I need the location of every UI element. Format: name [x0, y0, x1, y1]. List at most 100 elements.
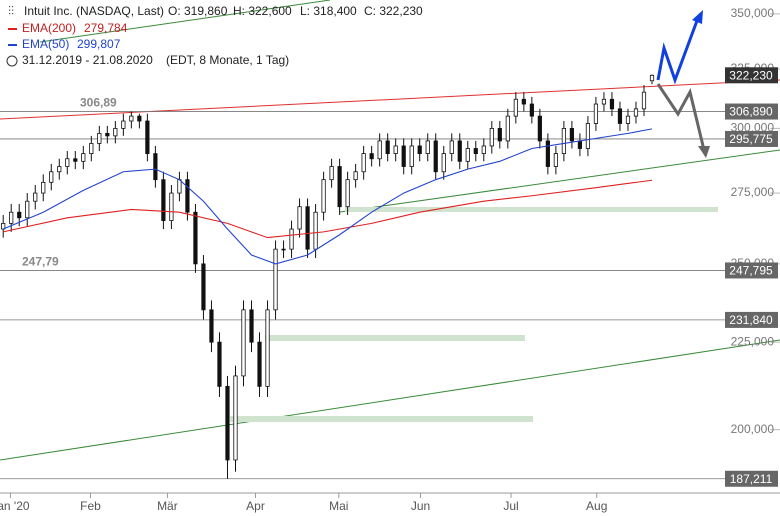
level-annotation: 247,79	[22, 255, 59, 269]
level-annotation: 306,89	[80, 96, 117, 110]
candle-body	[249, 309, 254, 343]
candle-body	[217, 341, 222, 387]
header: ⫶⫶ Intuit Inc. (NASDAQ, Last) O: 319,860…	[6, 4, 423, 67]
candle-body	[65, 158, 70, 167]
level-label: 295,775	[729, 132, 773, 146]
candle-body	[537, 115, 542, 142]
candle-body	[129, 115, 134, 122]
candle-body	[41, 181, 46, 194]
candle-body	[337, 166, 342, 208]
candle-body	[97, 132, 102, 144]
candle-body	[257, 341, 262, 387]
arrow-head	[692, 10, 703, 24]
level-box	[725, 262, 778, 279]
candle-body	[513, 98, 518, 117]
candle-body	[497, 128, 502, 142]
down-arrow	[656, 83, 706, 151]
candle-body	[81, 153, 86, 162]
trend-line	[339, 149, 780, 213]
resistance-line	[0, 79, 780, 120]
candle-body	[169, 192, 174, 221]
candle-body	[593, 103, 599, 124]
candle-body	[553, 153, 558, 167]
candle-body	[57, 166, 62, 173]
candle-body	[529, 103, 534, 117]
candle-body	[569, 128, 574, 142]
plot: 200,000225,000250,000275,000300,000325,0…	[0, 6, 780, 513]
legend-label: EMA(200)	[22, 21, 76, 35]
candle-body	[561, 128, 566, 154]
candle-body	[545, 140, 550, 167]
period: 31.12.2019 - 21.08.2020	[22, 53, 153, 67]
x-tick-label: Jan '20	[0, 499, 30, 513]
candle-body	[321, 179, 326, 213]
legend-value: 299,807	[77, 37, 121, 51]
candle-body	[201, 263, 206, 311]
candle-body	[185, 179, 190, 213]
candle-body	[353, 171, 358, 181]
level-label: 306,890	[729, 105, 773, 119]
candle-body	[361, 153, 366, 173]
y-tick-label: 200,000	[731, 422, 775, 436]
trend-line	[39, 0, 331, 43]
candle-body	[313, 211, 318, 250]
candle-body	[393, 145, 398, 154]
candle-body	[17, 211, 22, 219]
arrow-head	[698, 146, 710, 158]
candle-body	[9, 211, 14, 224]
candle-body	[505, 115, 510, 142]
candle-body	[633, 108, 639, 117]
candle-body	[209, 309, 214, 343]
y-tick-label: 350,000	[731, 6, 775, 20]
support-zone	[265, 335, 525, 341]
clock-icon	[6, 55, 18, 67]
level-label: 247,795	[729, 264, 773, 278]
chart-title: Intuit Inc. (NASDAQ, Last)	[24, 4, 164, 18]
candle-body	[473, 148, 478, 154]
candle-body	[585, 123, 591, 149]
candle-body	[73, 158, 78, 162]
candle-body	[481, 145, 486, 154]
level-box	[725, 470, 778, 487]
x-tick-label: Jun	[411, 499, 430, 513]
level-label: 187,211	[730, 472, 773, 486]
candle-body	[649, 74, 655, 82]
candle-body	[417, 145, 422, 154]
x-tick-label: Aug	[586, 499, 607, 513]
y-tick-label: 225,000	[731, 334, 775, 348]
ohlc-label: H: 322,600	[233, 4, 292, 18]
candle-body	[617, 108, 623, 124]
legend-value: 279,784	[84, 21, 128, 35]
candle-body	[401, 145, 406, 167]
ohlc-label: C: 322,230	[364, 4, 423, 18]
ohlc-label: L: 318,400	[300, 4, 357, 18]
up-arrow	[656, 17, 700, 85]
candle-body	[225, 385, 230, 461]
level-box	[725, 103, 778, 120]
level-box	[725, 130, 778, 147]
trend-line	[0, 339, 780, 461]
candle-body	[145, 120, 150, 154]
candle-body	[305, 206, 310, 250]
support-zone	[230, 416, 533, 422]
candle-body	[153, 153, 158, 181]
candle-body	[441, 153, 446, 173]
candle-body	[345, 179, 350, 208]
candle-body	[25, 200, 30, 219]
candle-body	[521, 98, 526, 105]
x-tick-label: Apr	[246, 499, 265, 513]
candle-body	[265, 309, 270, 387]
candle-body	[193, 211, 198, 265]
candle-body	[609, 98, 615, 110]
candle-body	[409, 145, 414, 167]
arrows	[656, 10, 710, 158]
candle-body	[177, 179, 182, 194]
ohlc-label: O: 319,860	[168, 4, 228, 18]
price-levels: 322,230 306,890 295,775 247,795 231,840 187,2…	[725, 67, 778, 487]
annotation-drawings	[0, 0, 780, 461]
level-box	[725, 67, 778, 84]
candle-body	[625, 115, 631, 124]
candle-body	[233, 375, 238, 461]
candle-body	[113, 128, 118, 137]
